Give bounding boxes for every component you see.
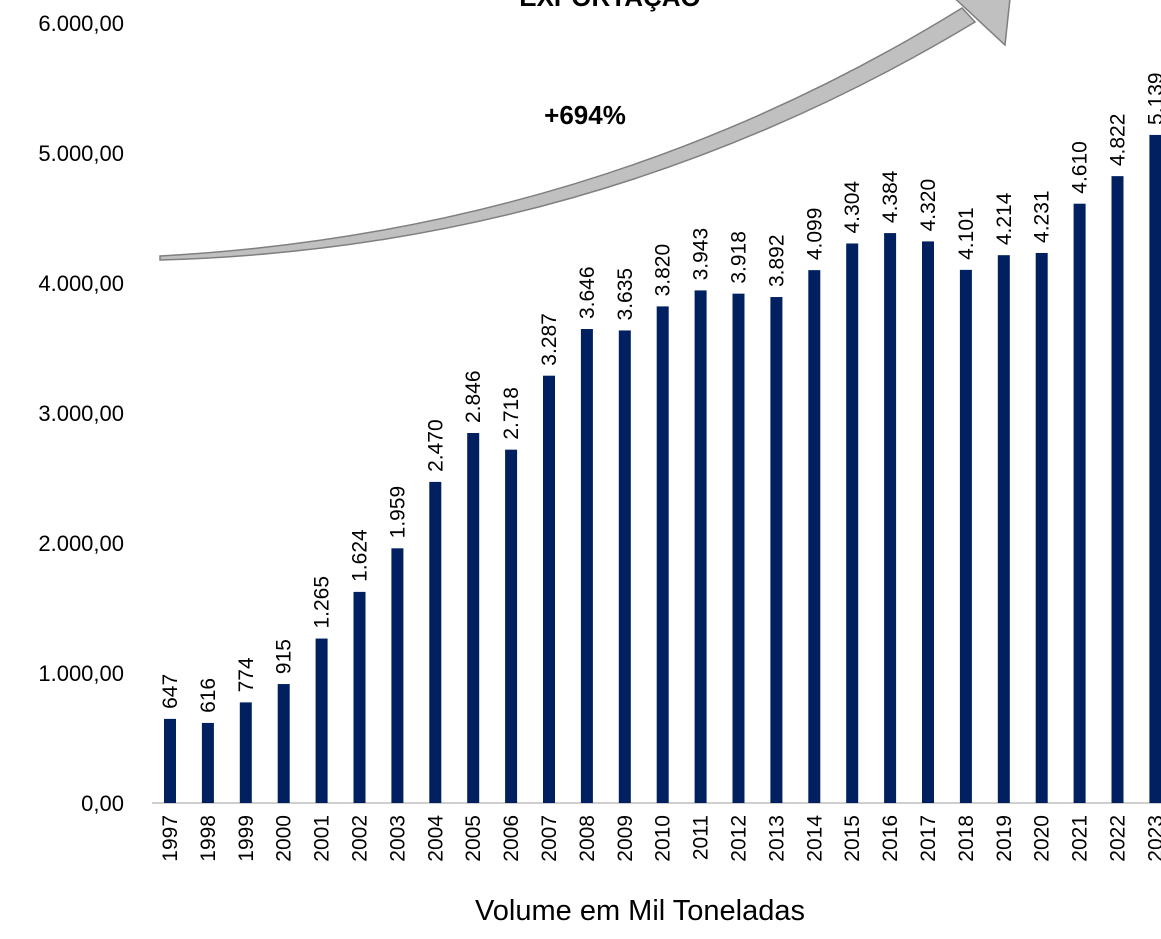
bar [770,297,783,803]
x-tick-label: 2016 [879,815,902,862]
y-tick-label: 6.000,00 [38,11,124,36]
x-tick-label: 2018 [955,815,978,862]
data-label: 2.470 [424,419,447,472]
x-tick-label: 2006 [500,815,523,862]
bar [1035,252,1048,804]
x-tick-label: 2020 [1031,815,1054,862]
data-label: 3.646 [576,266,599,319]
bar [808,270,821,803]
data-label: 3.918 [728,231,751,284]
data-label: 4.610 [1069,141,1092,194]
bar [922,241,934,803]
data-label: 4.320 [917,179,940,232]
annotation: +694% [544,100,626,130]
x-tick-label: 2001 [311,815,334,862]
y-tick-label: 5.000,00 [38,141,124,166]
bar [164,718,176,803]
data-label: 1.265 [311,576,334,629]
x-tick-label: 2013 [765,815,788,862]
x-tick-label: 2017 [917,815,940,862]
x-tick-label: 1997 [159,815,182,862]
bar [239,702,252,803]
bar [997,255,1010,803]
x-tick-label: 2008 [576,815,599,862]
data-label: 616 [197,678,220,713]
data-label: 3.943 [690,228,713,281]
bar [732,293,745,803]
x-tick-label: 1999 [235,815,258,862]
data-label: 4.822 [1107,114,1130,167]
data-label: 4.099 [803,208,826,261]
data-label: 2.846 [462,370,485,423]
bar [391,548,404,803]
x-tick-label: 2004 [424,815,447,862]
data-label: 4.101 [955,207,978,260]
bar [959,269,972,803]
bar [315,638,328,803]
data-label: 915 [273,639,296,674]
x-tick-label: 2015 [841,815,864,862]
y-tick-label: 2.000,00 [38,531,124,556]
data-label: 2.718 [500,387,523,440]
x-tick-label: 2000 [273,815,296,862]
bar [505,449,518,803]
arrow-head [955,0,1011,47]
y-tick-label: 3.000,00 [38,401,124,426]
bar [543,375,555,803]
data-label: 4.214 [993,192,1016,245]
x-tick-label: 2019 [993,815,1016,862]
data-label: 1.624 [349,529,372,582]
bar [201,722,214,803]
y-tick-label: 0,00 [81,791,124,816]
bar [656,306,669,803]
bar [277,684,290,803]
data-label: 4.304 [841,181,864,234]
y-tick-label: 1.000,00 [38,661,124,686]
x-tick-label: 2011 [690,815,713,860]
bar [884,233,897,803]
growth-arrow [159,7,977,261]
x-tick-label: 2010 [652,815,675,862]
bar [467,433,480,803]
data-label: 5.139 [1144,72,1161,125]
bar [846,243,859,804]
chart-title: EXPORTAÇÃO [519,0,701,12]
x-tick-label: 2012 [728,815,751,862]
data-label: 3.892 [765,234,788,287]
x-tick-label: 2007 [538,815,561,862]
data-label: 3.635 [614,268,637,321]
bar [1073,203,1086,803]
x-tick-label: 2014 [803,815,826,862]
x-axis-label: Volume em Mil Toneladas [475,895,805,927]
bar [353,591,366,803]
x-tick-label: 2003 [386,815,409,862]
x-tick-label: 2021 [1069,815,1092,862]
data-label: 4.231 [1031,190,1054,243]
bar [694,290,707,803]
x-tick-label: 1998 [197,815,220,862]
data-label: 774 [235,657,258,692]
bar [429,481,442,803]
bar [580,329,593,803]
x-tick-label: 2022 [1107,815,1130,862]
x-tick-label: 2002 [349,815,372,862]
data-label: 647 [159,674,182,709]
data-label: 4.384 [879,170,902,223]
bar [1111,176,1124,803]
bar [618,330,631,803]
data-label: 3.820 [652,244,675,297]
x-tick-label: 2023 [1144,815,1161,862]
data-label: 3.287 [538,313,561,366]
x-tick-label: 2009 [614,815,637,862]
bar [1149,134,1161,803]
x-tick-label: 2005 [462,815,485,862]
y-tick-label: 4.000,00 [38,271,124,296]
data-label: 1.959 [386,486,409,539]
